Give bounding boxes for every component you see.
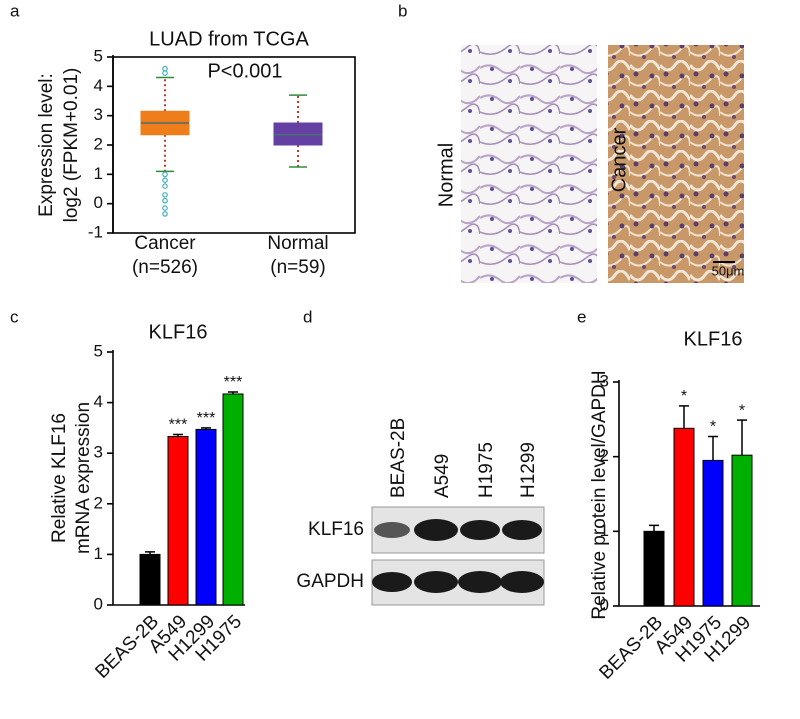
chart-title: LUAD from TCGA (149, 28, 309, 50)
y-tick-label: 4 (94, 76, 103, 95)
lane-label: H1299 (518, 442, 539, 498)
bar (731, 454, 753, 607)
outlier (162, 171, 168, 178)
blot-bands (372, 519, 544, 593)
panel-label: d (303, 307, 312, 326)
panel-label: e (577, 307, 586, 326)
x-tick-note: (n=526) (132, 257, 198, 278)
image-label: Cancer (608, 127, 630, 192)
bar (702, 459, 724, 607)
bar (222, 393, 244, 606)
outlier (162, 177, 168, 184)
y-axis-label: Relative KLF16 (49, 413, 70, 543)
significance: *** (224, 374, 243, 391)
y-tick-label: 5 (94, 341, 103, 360)
y-axis-label: Relative protein level/GAPDH (589, 370, 610, 619)
y-tick-label: 3 (94, 443, 103, 462)
y-tick-label: 5 (94, 46, 103, 65)
outlier (162, 197, 168, 204)
chart-title: KLF16 (684, 328, 743, 350)
x-tick-label: Cancer (134, 233, 196, 254)
histology-normal (461, 45, 597, 283)
y-tick-label: 2 (94, 134, 103, 153)
bar (673, 427, 695, 607)
lane-label: A549 (432, 454, 453, 498)
significance: *** (169, 417, 188, 434)
outlier (162, 192, 168, 198)
annotation: P<0.001 (207, 60, 282, 82)
y-axis-label: Expression level: (36, 73, 57, 217)
outlier (162, 183, 168, 189)
y-tick-label: 1 (94, 544, 103, 563)
significance: * (739, 402, 745, 419)
row-label: KLF16 (308, 519, 364, 540)
y-tick-label: 4 (94, 392, 103, 411)
bar (195, 428, 217, 606)
outlier (162, 211, 168, 217)
x-tick-note: (n=59) (270, 257, 325, 278)
scale-label: 50μm (712, 263, 745, 278)
y-tick-label: 0 (94, 193, 103, 212)
panel-label: c (10, 307, 19, 326)
y-tick-label: 1 (600, 521, 609, 540)
significance: *** (197, 410, 216, 427)
y-tick-label: 0 (94, 594, 103, 613)
outlier (162, 70, 168, 76)
y-tick-label: 1 (94, 164, 103, 183)
lane-label: H1975 (476, 442, 497, 498)
histology-cancer (608, 45, 744, 283)
y-tick-label: -1 (88, 222, 103, 241)
y-tick-label: 2 (600, 446, 609, 465)
bar (139, 553, 161, 606)
panel-label: b (398, 1, 407, 20)
panel-label: a (10, 1, 20, 20)
y-tick-label: 2 (94, 493, 103, 512)
lane-label: BEAS-2B (388, 418, 409, 498)
bar (167, 436, 189, 606)
y-tick-label: 3 (600, 371, 609, 390)
outlier (162, 65, 168, 72)
row-label: GAPDH (296, 571, 364, 592)
y-tick-label: 3 (94, 105, 103, 124)
outlier (162, 205, 168, 211)
y-axis-label: log2 (FPKM+0.01) (61, 68, 82, 223)
bar (643, 530, 665, 607)
significance: * (710, 419, 716, 436)
image-label: Normal (435, 143, 457, 207)
x-tick-label: Normal (267, 233, 328, 254)
chart-title: KLF16 (149, 321, 208, 343)
y-tick-label: 0 (600, 595, 609, 614)
significance: * (681, 388, 687, 405)
y-axis-label: mRNA expression (73, 402, 94, 554)
